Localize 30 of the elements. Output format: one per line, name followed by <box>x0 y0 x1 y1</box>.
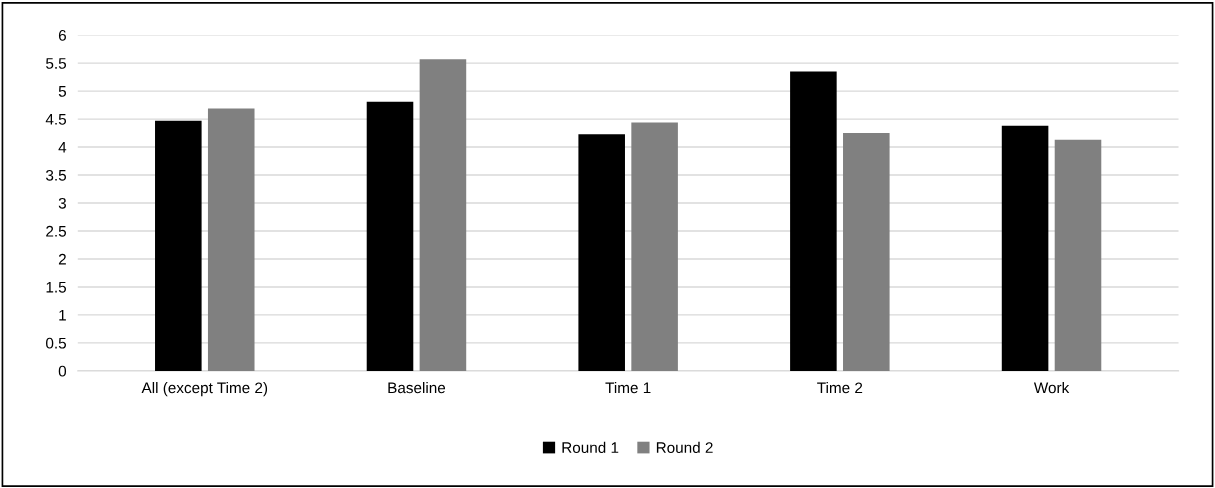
bar <box>1001 125 1049 371</box>
y-tick-label: 2 <box>58 253 66 265</box>
bar <box>631 122 678 371</box>
y-tick-label: 5.5 <box>46 58 67 69</box>
x-tick-label: All (except Time 2) <box>141 381 268 397</box>
legend-label: Round 2 <box>656 441 713 454</box>
x-tick-label: Time 1 <box>605 381 651 394</box>
y-tick-label: 4.5 <box>45 114 67 125</box>
y-tick-label: 4 <box>58 142 67 153</box>
y-tick-label: 1 <box>59 309 66 321</box>
y-tick-label: 2.5 <box>46 225 67 237</box>
y-tick-label: 5 <box>58 86 67 97</box>
legend-label: Round 1 <box>562 441 619 454</box>
y-tick-label: 1.5 <box>46 281 67 293</box>
y-tick-label: 6 <box>58 30 66 41</box>
bar <box>578 134 625 371</box>
y-tick-label: 3 <box>58 197 66 209</box>
x-tick-label: Baseline <box>388 381 446 394</box>
y-tick-label: 0 <box>58 365 67 377</box>
bar <box>419 59 467 371</box>
bar <box>1054 139 1102 371</box>
x-tick-label: Work <box>1033 381 1070 394</box>
bar <box>790 71 837 371</box>
y-tick-label: 0.5 <box>46 337 67 349</box>
x-tick-label: Time 2 <box>817 381 863 394</box>
bar <box>843 133 890 371</box>
bar <box>366 101 414 371</box>
bar <box>155 120 202 371</box>
bar <box>207 108 255 371</box>
y-tick-label: 3.5 <box>46 169 67 181</box>
